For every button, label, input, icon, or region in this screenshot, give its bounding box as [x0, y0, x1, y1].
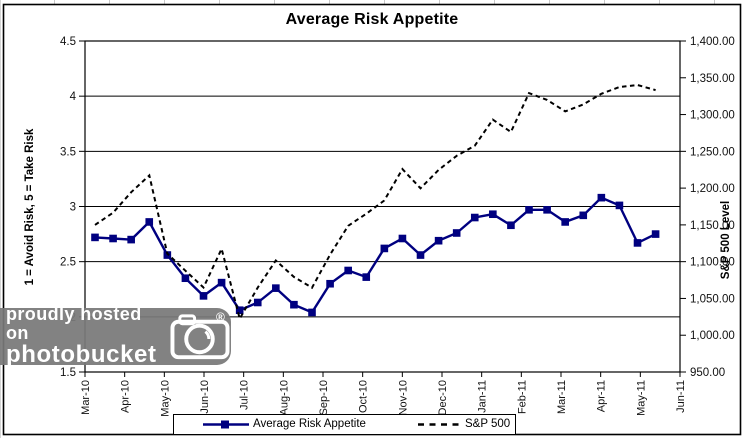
x-tick-label: Jan-11: [477, 380, 489, 413]
right-axis-tick-label: 1,050.00: [690, 293, 735, 305]
right-axis-tick-label: 1,200.00: [690, 183, 735, 195]
right-axis-tick-label: 1,400.00: [690, 36, 735, 48]
data-point-marker: [416, 251, 425, 259]
x-tick-label: Apr-10: [120, 380, 132, 413]
left-axis-tick-label: 3.5: [60, 146, 76, 158]
series-line-sp500: [94, 83, 656, 322]
legend-label-risk-appetite: Average Risk Appetite: [253, 418, 366, 430]
data-point-marker: [253, 298, 262, 307]
data-point-marker: [470, 213, 479, 222]
photobucket-watermark: proudly hosted on photobucket ®: [0, 305, 231, 367]
left-axis-title: 1 = Avoid Risk, 5 = Take Risk: [24, 128, 36, 285]
data-point-marker: [380, 244, 389, 253]
legend-label-sp500: S&P 500: [465, 418, 511, 430]
data-point-marker: [579, 211, 588, 220]
data-point-marker: [543, 206, 551, 214]
data-point-marker: [272, 284, 280, 292]
data-point-marker: [235, 306, 244, 315]
right-axis-tick-label: 1,300.00: [690, 110, 735, 122]
x-tick-label: Sep-10: [318, 380, 330, 415]
data-point-marker: [145, 218, 154, 226]
data-point-marker: [362, 273, 371, 281]
right-axis-tick-label: 1,350.00: [690, 73, 735, 85]
data-point-marker: [615, 201, 624, 210]
chart-title: Average Risk Appetite: [285, 11, 459, 28]
data-point-marker: [308, 308, 316, 317]
data-point-marker: [633, 239, 642, 247]
right-axis-tick-label: 1,250.00: [690, 146, 735, 158]
right-axis-title: S&P 500 Level: [720, 201, 732, 279]
data-point-marker: [561, 218, 569, 226]
x-tick-label: Dec-10: [437, 380, 449, 415]
watermark-brand: photobucket: [6, 340, 157, 368]
data-point-marker: [217, 278, 226, 287]
x-tick-label: Oct-10: [358, 380, 370, 413]
chart-legend: Average Risk Appetite S&P 500: [173, 414, 516, 435]
chart-outer-border: [2, 3, 742, 436]
data-point-marker: [127, 235, 135, 244]
left-axis-tick-label: 2.5: [60, 257, 76, 269]
x-tick-label: May-11: [635, 380, 647, 416]
x-tick-label: Nov-10: [397, 380, 409, 415]
x-tick-label: May-10: [159, 380, 171, 417]
data-point-marker: [199, 292, 208, 300]
data-point-marker: [326, 279, 334, 288]
data-point-marker: [344, 266, 352, 275]
x-tick-label: Jun-10: [199, 380, 211, 414]
data-point-marker: [109, 234, 117, 243]
spreadsheet-gridline-strip: [0, 0, 744, 4]
data-point-marker: [597, 193, 606, 202]
right-axis-tick-label: 1,000.00: [690, 330, 735, 342]
watermark-text: proudly hosted on photobucket: [0, 305, 167, 367]
left-axis-tick-label: 1.5: [60, 367, 76, 379]
data-point-marker: [398, 234, 407, 243]
x-tick-label: Jun-11: [675, 380, 687, 413]
left-axis-tick-label: 3: [70, 202, 76, 214]
data-point-marker: [489, 210, 497, 219]
right-axis-tick-label: 1,100.00: [690, 257, 735, 269]
legend-line-sample-sp500: [418, 423, 462, 426]
data-point-marker: [290, 300, 298, 309]
x-tick-label: Aug-10: [278, 380, 290, 415]
data-point-marker: [452, 229, 461, 237]
x-tick-label: Jul-10: [239, 380, 251, 410]
data-point-marker: [181, 274, 190, 283]
data-point-marker: [525, 206, 533, 214]
left-axis-tick-label: 4.5: [60, 36, 76, 48]
left-axis-tick-label: 4: [70, 91, 77, 103]
data-point-marker: [507, 221, 515, 230]
x-tick-label: Apr-11: [596, 380, 608, 412]
watermark-tagline: proudly hosted on: [6, 304, 142, 344]
data-point-marker: [434, 236, 443, 245]
right-axis-tick-label: 1,150.00: [690, 220, 735, 232]
x-tick-label: Feb-11: [516, 380, 528, 414]
registered-trademark-symbol: ®: [216, 310, 225, 324]
data-point-marker: [651, 230, 660, 238]
spreadsheet-column-line: [0, 0, 1, 438]
data-point-marker: [163, 251, 172, 259]
camera-icon: [170, 313, 230, 359]
legend-line-sample-risk-appetite: [203, 420, 249, 429]
x-tick-label: Mar-10: [80, 380, 92, 415]
x-tick-label: Mar-11: [556, 380, 568, 414]
data-point-marker: [91, 233, 99, 242]
right-axis-tick-label: 950.00: [690, 367, 725, 379]
